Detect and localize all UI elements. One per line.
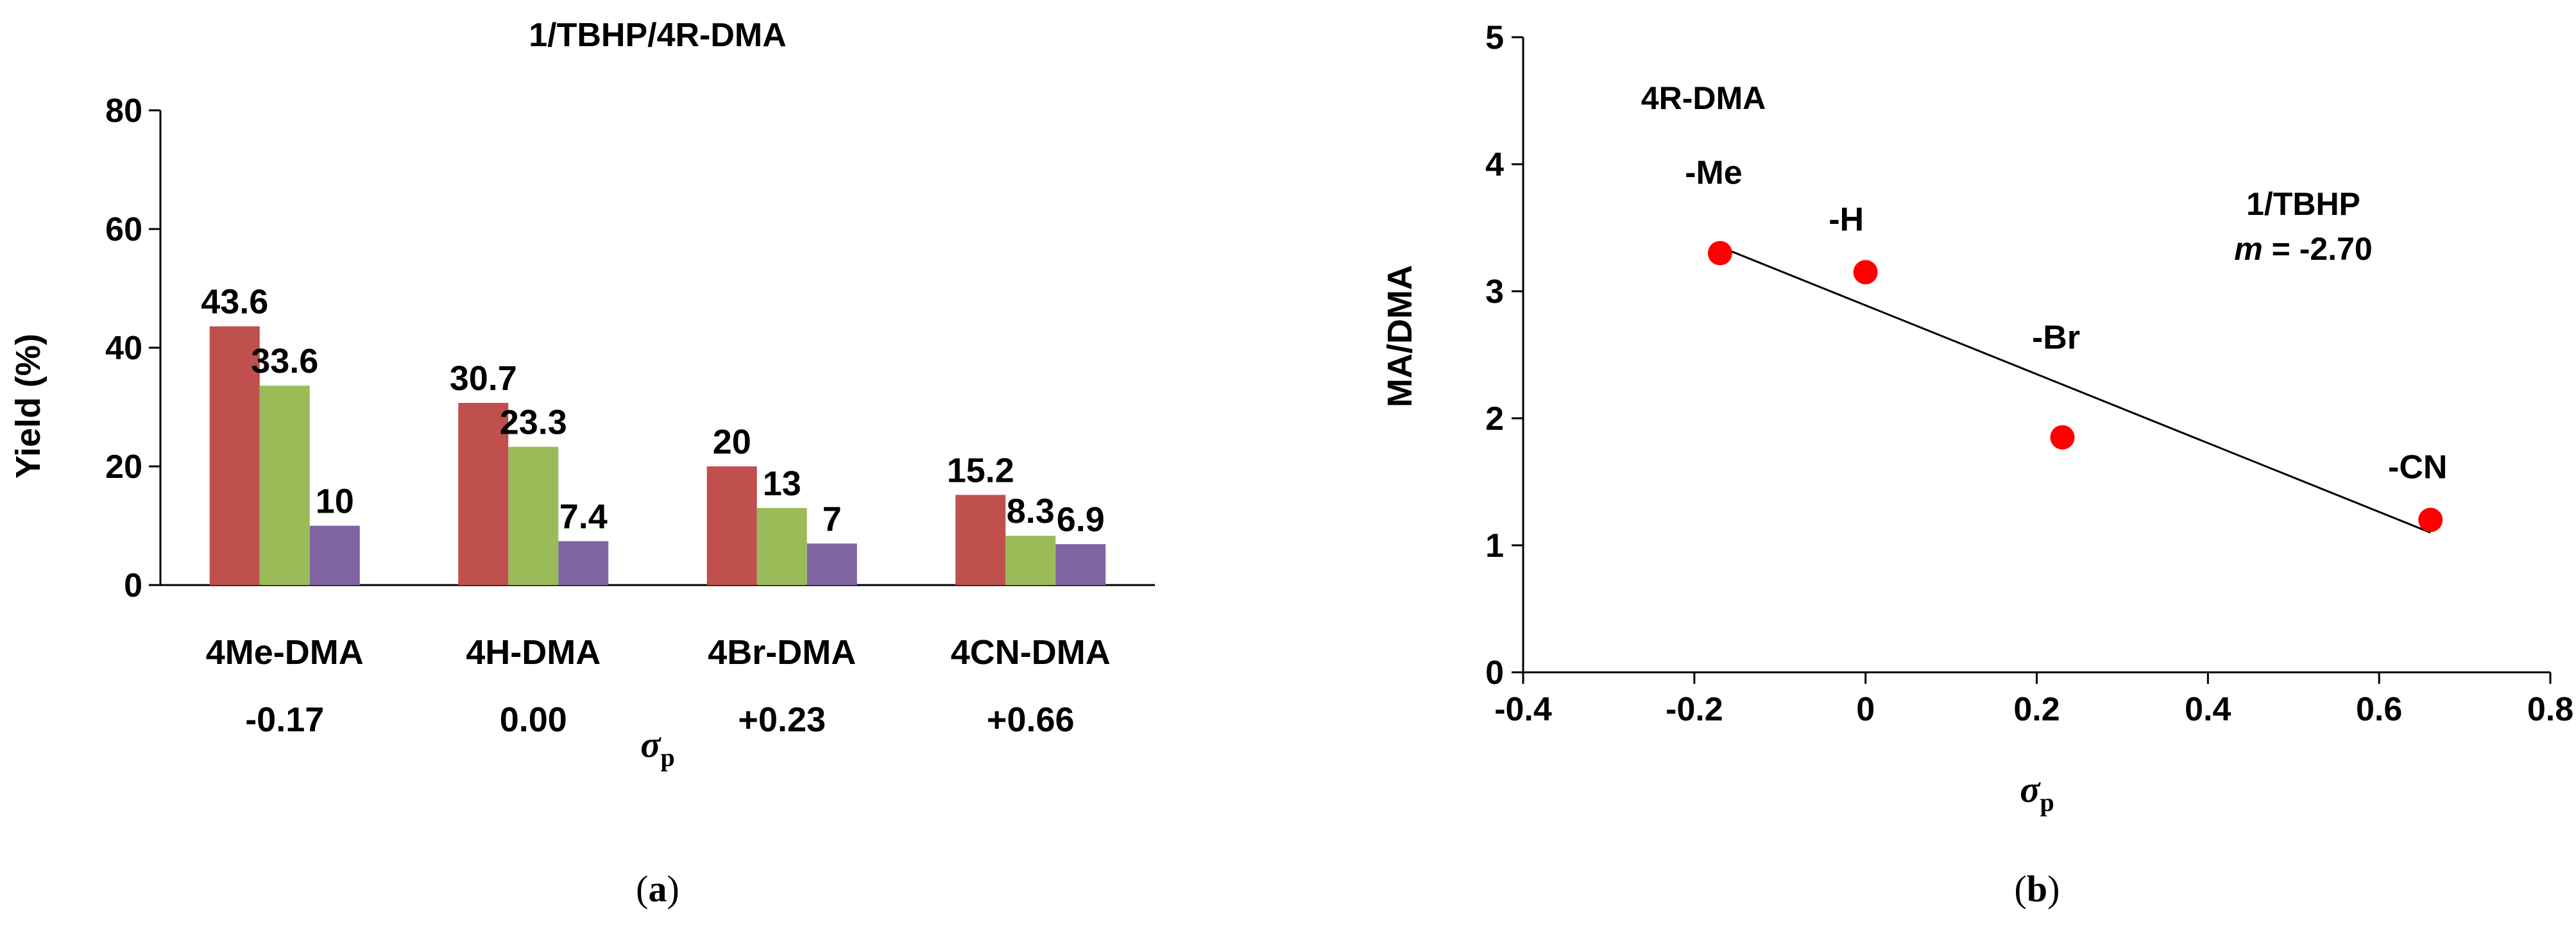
bar-y-tick-label: 40 [105, 330, 142, 367]
bar-series-1-1 [458, 403, 509, 585]
bar-series-2-0 [259, 386, 310, 585]
bar-value-label: 6.9 [1057, 500, 1105, 539]
panel-label-b-letter: b [2027, 868, 2047, 910]
scatter-y-tick-label: 2 [1485, 400, 1504, 438]
scatter-point-label: -H [1829, 201, 1864, 238]
scatter-x-tick-label: 0.8 [2527, 691, 2573, 728]
bar-sigma-label: -0.17 [245, 701, 324, 739]
bar-y-ticks: 0 20 40 60 80 [105, 92, 160, 604]
bar-sigma-label: +0.23 [738, 701, 826, 739]
slope-variable: m [2234, 231, 2262, 267]
scatter-points [1707, 241, 2443, 532]
scatter-x-axis-label-sub: p [2040, 788, 2054, 817]
bar-series-group [209, 326, 1106, 585]
bar-value-label: 7.4 [559, 498, 608, 536]
bar-y-tick-label: 0 [124, 567, 142, 604]
slope-value: = -2.70 [2263, 231, 2373, 267]
scatter-y-axis-label: MA/DMA [1381, 265, 1419, 407]
scatter-group-annotation: 4R-DMA [1641, 80, 1766, 116]
scatter-system-annotation: 1/TBHP [2246, 186, 2360, 222]
bar-y-tick-label: 60 [105, 211, 142, 248]
panel-label-a-close: ) [667, 868, 679, 910]
bar-value-label: 23.3 [500, 403, 567, 441]
scatter-x-tick-label: -0.2 [1666, 691, 1723, 728]
bar-category-labels: 4Me-DMA 4H-DMA 4Br-DMA 4CN-DMA [206, 633, 1111, 672]
bar-series-3-1 [558, 541, 609, 585]
bar-series-2-1 [508, 446, 559, 585]
scatter-x-axis-label-main: σ [2020, 769, 2041, 810]
panel-label-b-close: ) [2047, 868, 2060, 910]
panel-label-a-letter: a [649, 868, 667, 910]
bar-chart-title: 1/TBHP/4R-DMA [529, 17, 787, 54]
scatter-point-2 [2050, 425, 2075, 450]
bar-value-label: 8.3 [1007, 492, 1055, 531]
scatter-point-label: -CN [2388, 448, 2447, 486]
bar-x-axis-label-sub: p [661, 743, 675, 772]
scatter-y-tick-label: 5 [1485, 19, 1504, 56]
scatter-fit-line [1719, 246, 2431, 534]
scatter-x-tick-label: 0.4 [2185, 691, 2231, 728]
bar-series-3-0 [309, 525, 360, 585]
bar-value-label: 10 [316, 482, 354, 521]
scatter-point-3 [2418, 507, 2443, 532]
bar-value-label: 30.7 [450, 359, 517, 398]
bar-category-label: 4Me-DMA [206, 633, 364, 672]
panel-label-a-open: ( [636, 868, 648, 910]
scatter-point-0 [1707, 241, 1732, 266]
bar-series-3-2 [806, 543, 857, 585]
scatter-slope-annotation: m = -2.70 [2234, 231, 2372, 267]
bar-data-labels: 43.6 33.6 10 30.7 23.3 7.4 20 13 7 15.28.3 6.9 [201, 283, 1105, 539]
bar-value-label: 33.6 [251, 342, 318, 380]
bar-value-label: 43.6 [201, 283, 268, 321]
scatter-point-label: -Me [1685, 155, 1743, 192]
bar-series-3-3 [1055, 544, 1106, 585]
scatter-y-ticks: 0 1 2 3 4 5 [1485, 19, 1523, 692]
bar-series-1-0 [209, 326, 260, 585]
scatter-x-tick-label: -0.4 [1494, 691, 1552, 728]
bar-value-label: 15.2 [947, 451, 1014, 489]
bar-series-1-3 [955, 495, 1006, 585]
scatter-point-labels: -Me -H -Br -CN [1685, 155, 2447, 486]
bar-x-axis-label-main: σ [640, 724, 661, 765]
scatter-y-tick-label: 4 [1485, 146, 1504, 183]
bar-value-label: 13 [763, 464, 801, 503]
bar-series-2-2 [756, 507, 807, 585]
scatter-point-label: -Br [2032, 319, 2080, 357]
scatter-x-tick-label: 0 [1856, 691, 1875, 728]
scatter-fit-line-group [1719, 246, 2431, 534]
bar-value-label: 20 [713, 423, 751, 461]
scatter-x-tick-label: 0.2 [2013, 691, 2060, 728]
bar-series-1-2 [706, 466, 757, 585]
bar-chart-panel: 1/TBHP/4R-DMA Yield (%) 0 20 40 60 80 43.6 33… [9, 17, 1155, 910]
scatter-x-ticks: -0.4 -0.2 0 0.2 0.4 0.6 0.8 [1494, 672, 2573, 728]
bar-category-label: 4Br-DMA [708, 633, 856, 672]
panel-label-a: (a) [636, 868, 679, 910]
scatter-y-tick-label: 0 [1485, 654, 1504, 692]
bar-sigma-labels: -0.17 0.00 +0.23 +0.66 [245, 701, 1074, 739]
scatter-y-tick-label: 3 [1485, 273, 1504, 310]
bar-sigma-label: 0.00 [500, 701, 567, 739]
bar-sigma-label: +0.66 [987, 701, 1075, 739]
scatter-point-1 [1853, 260, 1878, 285]
bar-category-label: 4CN-DMA [951, 633, 1111, 672]
bar-x-axis-label: σp [640, 724, 675, 772]
bar-y-axis-label: Yield (%) [9, 334, 47, 479]
bar-y-tick-label: 80 [105, 92, 142, 130]
scatter-x-axis-label: σp [2020, 769, 2054, 817]
panel-label-b: (b) [2015, 868, 2060, 910]
scatter-x-tick-label: 0.6 [2356, 691, 2402, 728]
scatter-y-tick-label: 1 [1485, 527, 1504, 565]
bar-y-tick-label: 20 [105, 448, 142, 486]
bar-series-2-3 [1005, 536, 1056, 585]
bar-value-label: 7 [823, 500, 842, 538]
panel-label-b-open: ( [2015, 868, 2027, 910]
bar-category-label: 4H-DMA [466, 633, 601, 672]
